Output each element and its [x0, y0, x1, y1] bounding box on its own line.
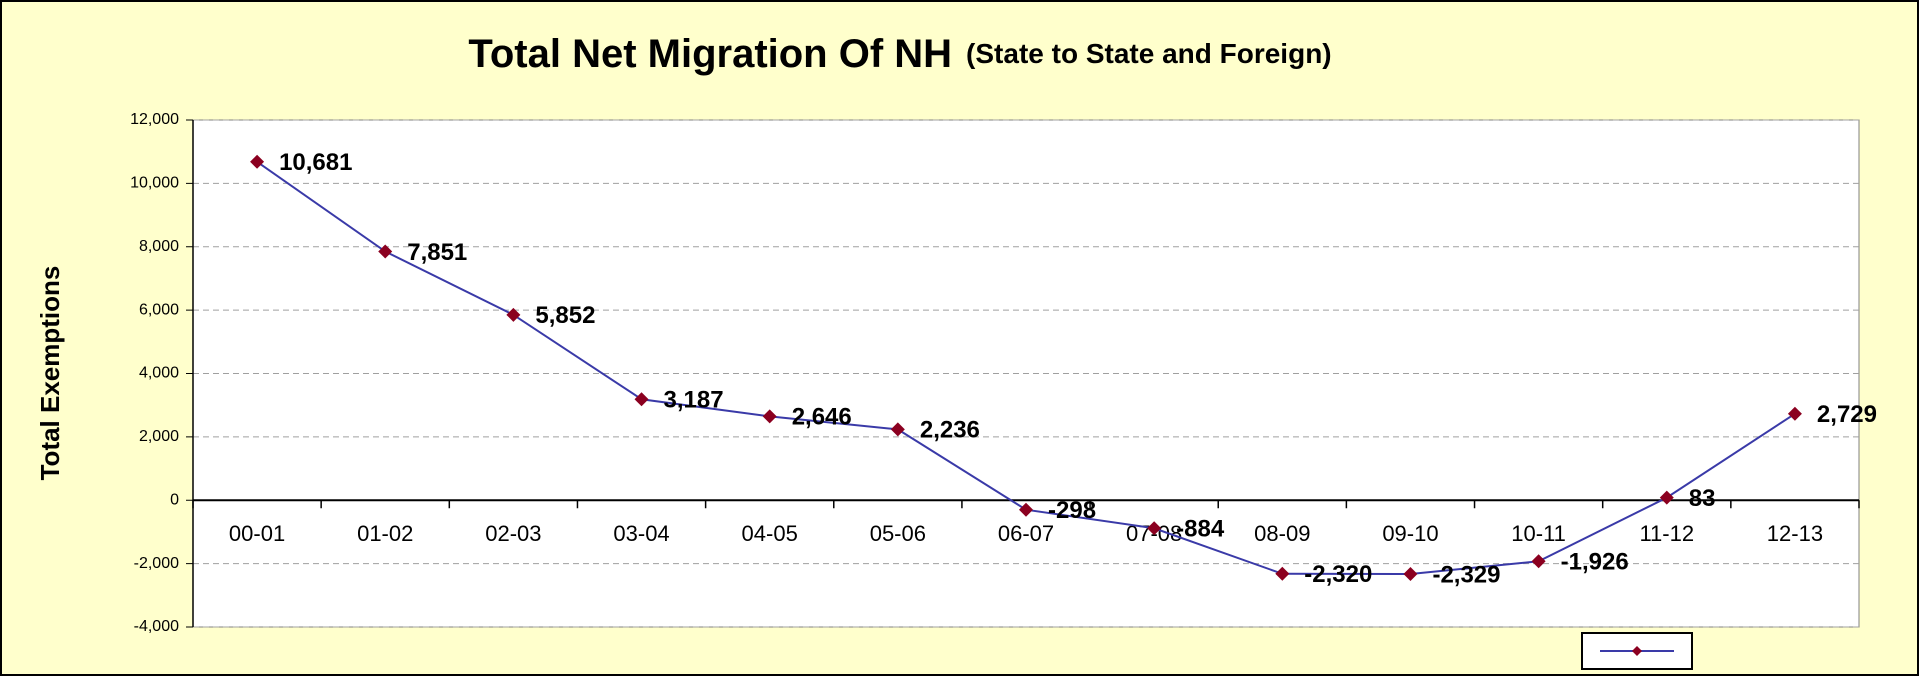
data-label: 7,851	[407, 239, 467, 266]
x-tick-label: 06-07	[998, 521, 1054, 546]
subtitle: (State to State and Foreign)	[966, 38, 1332, 69]
x-tick-label: 01-02	[357, 521, 413, 546]
point-marker	[1147, 521, 1162, 536]
x-tick-label: 03-04	[613, 521, 669, 546]
point-marker	[762, 409, 777, 424]
point-marker	[634, 392, 649, 407]
data-label: 10,681	[279, 149, 352, 176]
y-tick-label: 10,000	[130, 175, 179, 192]
data-label: 2,236	[920, 417, 980, 444]
y-tick-label: -4,000	[134, 618, 179, 635]
x-tick-label: 04-05	[742, 521, 798, 546]
x-tick-label: 12-13	[1767, 521, 1823, 546]
point-marker	[1019, 502, 1033, 517]
y-tick-label: 12,000	[130, 111, 179, 128]
x-tick-label: 05-06	[870, 521, 926, 546]
data-label: 2,646	[792, 404, 852, 431]
data-label: -884	[1176, 516, 1225, 543]
y-tick-label: -2,000	[134, 555, 179, 572]
x-tick-label: 11-12	[1639, 521, 1694, 546]
point-marker	[378, 244, 393, 259]
point-marker	[1787, 406, 1802, 421]
y-tick-label: 8,000	[139, 238, 179, 255]
y-tick-label: 6,000	[139, 301, 179, 318]
point-marker	[1659, 490, 1674, 505]
point-marker	[890, 422, 905, 437]
data-label: -2,320	[1304, 561, 1372, 588]
data-label: -298	[1048, 497, 1096, 524]
point-marker	[506, 307, 521, 322]
point-marker	[1531, 554, 1546, 569]
legend	[1581, 632, 1693, 670]
x-tick-label: 09-10	[1382, 521, 1438, 546]
point-marker	[250, 154, 265, 169]
x-tick-label: 10-11	[1511, 521, 1566, 546]
data-label: 2,729	[1817, 401, 1877, 428]
y-tick-label: 0	[170, 491, 179, 508]
point-marker	[1403, 567, 1418, 582]
point-marker	[1275, 566, 1290, 581]
data-label: 5,852	[535, 302, 595, 329]
title: Total Net Migration Of NH	[468, 32, 952, 76]
y-tick-label: 4,000	[139, 365, 179, 382]
x-tick-label: 00-01	[229, 521, 285, 546]
legend-marker	[1632, 646, 1642, 656]
data-label: -2,329	[1432, 561, 1500, 588]
chart-title: Total Net Migration Of NH (State to State…	[468, 32, 1331, 76]
x-tick-label: 02-03	[485, 521, 541, 546]
y-axis-label: Total Exemptions	[35, 266, 65, 481]
x-tick-label: 08-09	[1254, 521, 1310, 546]
data-label: 83	[1689, 485, 1716, 512]
data-label: 3,187	[664, 387, 724, 414]
y-tick-label: 2,000	[139, 428, 179, 445]
data-label: -1,926	[1561, 549, 1629, 576]
